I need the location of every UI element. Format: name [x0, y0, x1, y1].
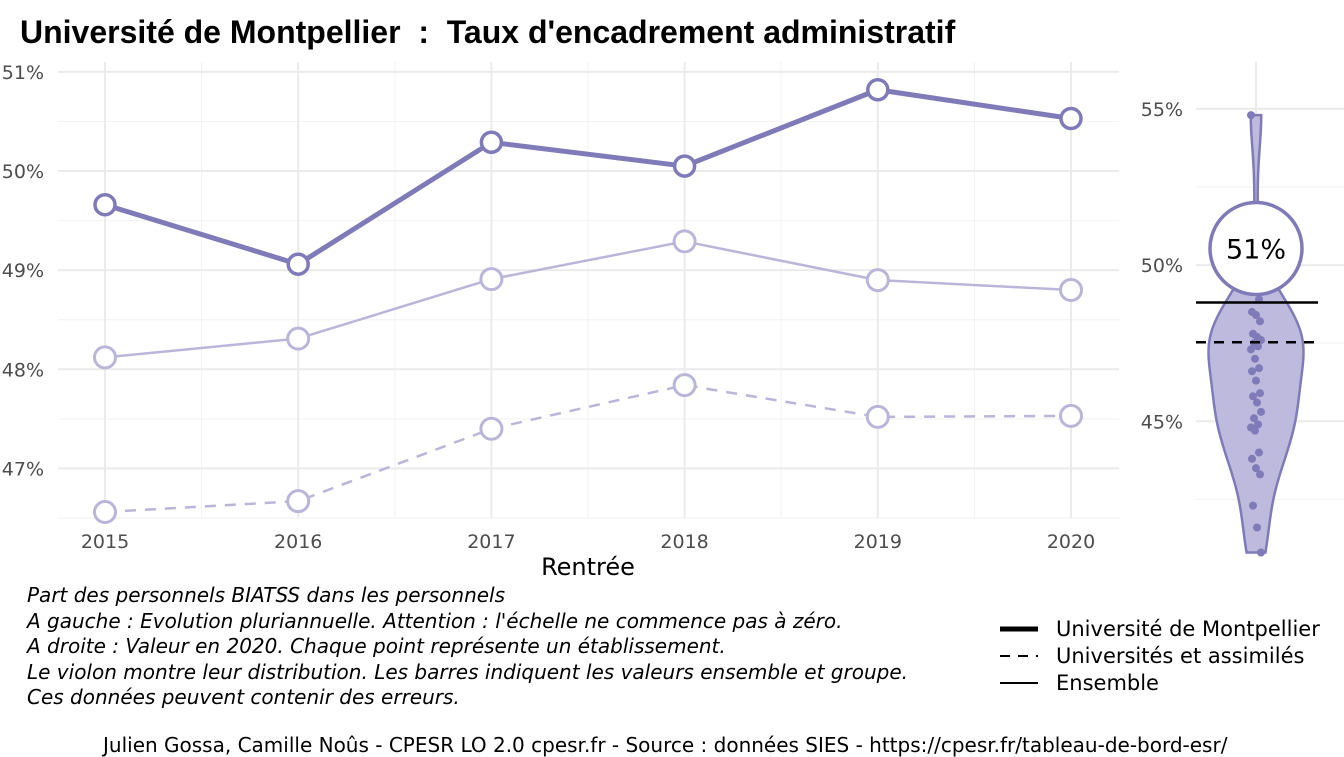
violin-point	[1247, 111, 1255, 120]
legend: Université de Montpellier Universités et…	[1000, 615, 1320, 696]
violin-point	[1256, 470, 1264, 479]
violin-point	[1248, 367, 1256, 376]
legend-key-thin	[1000, 677, 1038, 689]
legend-label: Université de Montpellier	[1056, 616, 1320, 641]
legend-label: Universités et assimilés	[1056, 643, 1305, 668]
legend-item: Université de Montpellier	[1000, 615, 1320, 642]
note-line: Ces données peuvent contenir des erreurs…	[27, 685, 460, 709]
data-point	[286, 489, 311, 514]
legend-item: Universités et assimilés	[1000, 642, 1320, 669]
violin-point	[1251, 354, 1259, 363]
note-line: A gauche : Evolution pluriannuelle. Atte…	[27, 608, 843, 633]
violin-point	[1257, 407, 1265, 416]
chart-notes: Part des personnels BIATSS dans les pers…	[27, 583, 908, 711]
violin-point	[1252, 311, 1260, 320]
data-point	[672, 373, 697, 398]
source-caption: Julien Gossa, Camille Noûs - CPESR LO 2.…	[103, 733, 1228, 757]
x-axis-label: Rentrée	[541, 553, 635, 581]
data-point	[93, 500, 117, 525]
violin-point	[1252, 376, 1260, 385]
chart-title: Université de Montpellier : Taux d'encad…	[20, 14, 956, 50]
x-tick-label: 2016	[274, 531, 322, 553]
data-point	[93, 192, 117, 217]
legend-key-dashed	[1000, 650, 1038, 662]
data-point	[866, 78, 890, 102]
data-point	[286, 252, 310, 276]
violin-point	[1253, 523, 1261, 532]
y-tick-label: 49%	[2, 260, 44, 282]
violin-point	[1250, 414, 1258, 423]
legend-item: Ensemble	[1000, 669, 1320, 696]
violin-point	[1256, 389, 1264, 398]
data-point	[672, 154, 697, 178]
x-tick-label: 2018	[660, 531, 708, 553]
series-line	[104, 87, 1072, 267]
y-tick-label: 55%	[1141, 99, 1183, 121]
data-point	[286, 326, 311, 351]
violin-point	[1252, 464, 1260, 473]
violin-point	[1247, 345, 1255, 354]
y-tick-label: 47%	[2, 458, 44, 480]
highlight-circle	[1208, 200, 1304, 297]
violin-point	[1257, 548, 1265, 557]
violin-point	[1255, 364, 1263, 373]
legend-key-thick	[1000, 623, 1038, 635]
note-line: A droite : Valeur en 2020. Chaque point …	[27, 634, 726, 658]
series-line	[104, 240, 1072, 359]
y-tick-label: 51%	[2, 62, 44, 84]
data-point	[479, 416, 504, 441]
note-line: Le violon montre leur distribution. Les …	[27, 659, 908, 684]
data-point	[93, 345, 117, 370]
data-point	[479, 267, 504, 292]
y-tick-label: 45%	[1141, 411, 1183, 433]
violin-point	[1251, 426, 1259, 435]
series-line	[104, 383, 1072, 514]
violin-point	[1249, 392, 1257, 401]
x-tick-label: 2019	[854, 531, 902, 553]
data-point	[479, 130, 504, 155]
data-point	[672, 229, 697, 254]
y-tick-label: 50%	[1141, 255, 1183, 277]
violin-point	[1254, 342, 1262, 351]
data-point	[865, 268, 890, 293]
highlight-label: 51%	[1226, 235, 1286, 266]
violin-point	[1254, 420, 1262, 429]
x-tick-label: 2020	[1047, 531, 1095, 553]
y-tick-label: 48%	[2, 359, 44, 381]
violin-point	[1253, 398, 1261, 407]
legend-label: Ensemble	[1056, 670, 1159, 695]
y-tick-label: 50%	[2, 161, 44, 183]
data-point	[1059, 106, 1083, 131]
violin-point	[1255, 448, 1263, 457]
data-point	[865, 404, 890, 429]
violin-point	[1249, 501, 1257, 510]
data-point	[1059, 278, 1083, 302]
x-tick-label: 2017	[467, 531, 515, 553]
note-line: Part des personnels BIATSS dans les pers…	[27, 583, 506, 607]
violin-point	[1248, 454, 1256, 463]
x-tick-label: 2015	[81, 531, 129, 553]
data-point	[1059, 403, 1083, 428]
violin-point	[1256, 317, 1264, 326]
